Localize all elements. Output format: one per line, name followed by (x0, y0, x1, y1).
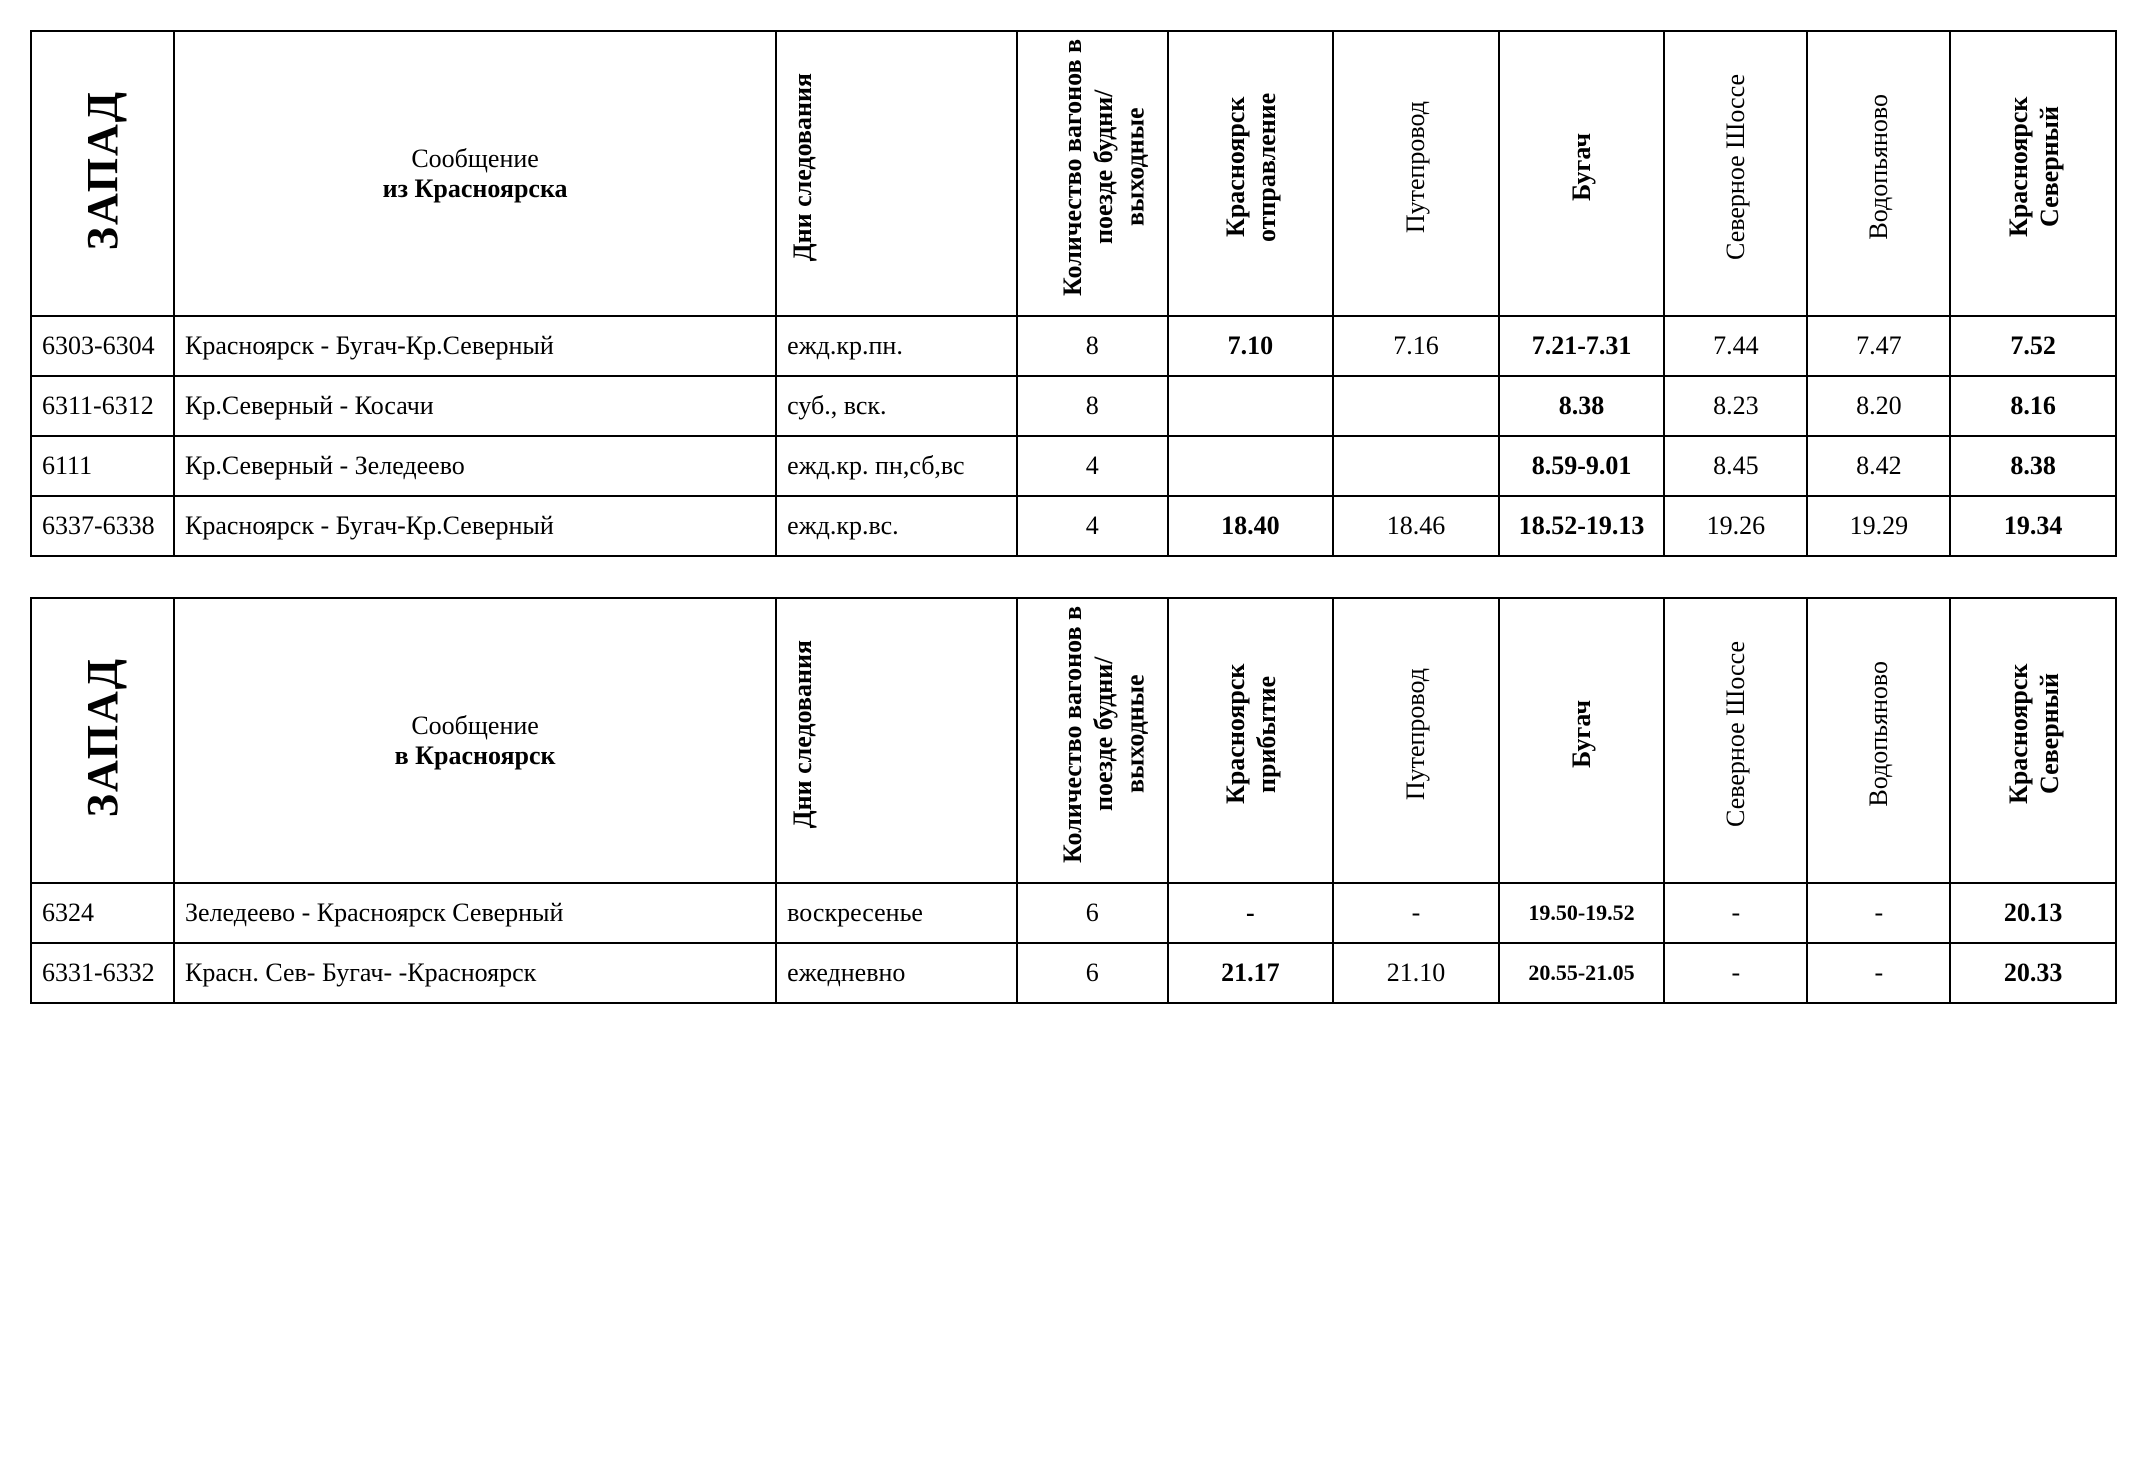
col-days: Дни следования (776, 31, 1017, 316)
table-row: 6324 Зеледеево - Красноярск Северный вос… (31, 883, 2116, 943)
col-days: Дни следования (776, 598, 1017, 883)
time-bugach: 19.50-19.52 (1499, 883, 1665, 943)
time-vodopyanovo: - (1807, 943, 1950, 1003)
time-bugach: 8.59-9.01 (1499, 436, 1665, 496)
direction-label: ЗАПАД (77, 90, 128, 250)
cars: 8 (1017, 376, 1168, 436)
time-puteprovod: 7.16 (1333, 316, 1499, 376)
train-number: 6331-6332 (31, 943, 174, 1003)
route-header-line1: Сообщение (411, 711, 539, 740)
train-number: 6111 (31, 436, 174, 496)
col-bugach: Бугач (1499, 598, 1665, 883)
table-row: 6303-6304 Красноярск - Бугач-Кр.Северный… (31, 316, 2116, 376)
route-name: Зеледеево - Красноярск Северный (174, 883, 776, 943)
time-krasnoyarsk: 18.40 (1168, 496, 1334, 556)
time-kr-severny: 19.34 (1950, 496, 2116, 556)
time-kr-severny: 8.38 (1950, 436, 2116, 496)
days: ежд.кр.вс. (776, 496, 1017, 556)
time-bugach: 8.38 (1499, 376, 1665, 436)
col-bugach: Бугач (1499, 31, 1665, 316)
time-sev-shosse: 8.23 (1664, 376, 1807, 436)
col-krasnoyarsk: Красноярск отправление (1168, 31, 1334, 316)
route-name: Кр.Северный - Зеледеево (174, 436, 776, 496)
time-sev-shosse: - (1664, 883, 1807, 943)
time-krasnoyarsk: 21.17 (1168, 943, 1334, 1003)
col-cars: Количество вагонов в поезде будни/выходн… (1017, 31, 1168, 316)
days: ежд.кр.пн. (776, 316, 1017, 376)
col-puteprovod: Путепровод (1333, 598, 1499, 883)
time-kr-severny: 8.16 (1950, 376, 2116, 436)
schedule-table-inbound: ЗАПАД Сообщение в Красноярск Дни следова… (30, 597, 2117, 1004)
cars: 8 (1017, 316, 1168, 376)
col-puteprovod: Путепровод (1333, 31, 1499, 316)
time-sev-shosse: 7.44 (1664, 316, 1807, 376)
route-header-line1: Сообщение (411, 144, 539, 173)
col-kr-severny: Красноярск Северный (1950, 31, 2116, 316)
time-bugach: 7.21-7.31 (1499, 316, 1665, 376)
col-sev-shosse: Северное Шоссе (1664, 31, 1807, 316)
table-row: 6337-6338 Красноярск - Бугач-Кр.Северный… (31, 496, 2116, 556)
time-kr-severny: 20.13 (1950, 883, 2116, 943)
train-number: 6311-6312 (31, 376, 174, 436)
days: суб., вск. (776, 376, 1017, 436)
route-name: Красн. Сев- Бугач- -Красноярск (174, 943, 776, 1003)
days: ежедневно (776, 943, 1017, 1003)
col-kr-severny: Красноярск Северный (1950, 598, 2116, 883)
col-sev-shosse: Северное Шоссе (1664, 598, 1807, 883)
route-header: Сообщение из Красноярска (174, 31, 776, 316)
time-puteprovod (1333, 436, 1499, 496)
route-name: Красноярск - Бугач-Кр.Северный (174, 496, 776, 556)
route-header-line2: из Красноярска (383, 174, 568, 203)
col-cars: Количество вагонов в поезде будни/выходн… (1017, 598, 1168, 883)
route-name: Красноярск - Бугач-Кр.Северный (174, 316, 776, 376)
time-krasnoyarsk (1168, 376, 1334, 436)
time-kr-severny: 20.33 (1950, 943, 2116, 1003)
table-row: 6111 Кр.Северный - Зеледеево ежд.кр. пн,… (31, 436, 2116, 496)
time-puteprovod: 21.10 (1333, 943, 1499, 1003)
days: ежд.кр. пн,сб,вс (776, 436, 1017, 496)
time-puteprovod: - (1333, 883, 1499, 943)
route-name: Кр.Северный - Косачи (174, 376, 776, 436)
train-number: 6303-6304 (31, 316, 174, 376)
table-row: 6331-6332 Красн. Сев- Бугач- -Красноярск… (31, 943, 2116, 1003)
time-krasnoyarsk: 7.10 (1168, 316, 1334, 376)
cars: 6 (1017, 943, 1168, 1003)
cars: 4 (1017, 496, 1168, 556)
time-bugach: 18.52-19.13 (1499, 496, 1665, 556)
direction-label: ЗАПАД (77, 657, 128, 817)
time-vodopyanovo: 8.42 (1807, 436, 1950, 496)
time-vodopyanovo: 7.47 (1807, 316, 1950, 376)
direction-cell: ЗАПАД (31, 31, 174, 316)
route-header-line2: в Красноярск (395, 741, 556, 770)
time-vodopyanovo: 8.20 (1807, 376, 1950, 436)
cars: 4 (1017, 436, 1168, 496)
col-krasnoyarsk: Красноярск прибытие (1168, 598, 1334, 883)
time-kr-severny: 7.52 (1950, 316, 2116, 376)
time-sev-shosse: 19.26 (1664, 496, 1807, 556)
time-sev-shosse: - (1664, 943, 1807, 1003)
table-row: 6311-6312 Кр.Северный - Косачи суб., вск… (31, 376, 2116, 436)
route-header: Сообщение в Красноярск (174, 598, 776, 883)
direction-cell: ЗАПАД (31, 598, 174, 883)
col-vodopyanovo: Водопьяново (1807, 598, 1950, 883)
time-puteprovod: 18.46 (1333, 496, 1499, 556)
time-sev-shosse: 8.45 (1664, 436, 1807, 496)
time-bugach: 20.55-21.05 (1499, 943, 1665, 1003)
time-vodopyanovo: - (1807, 883, 1950, 943)
train-number: 6337-6338 (31, 496, 174, 556)
train-number: 6324 (31, 883, 174, 943)
time-vodopyanovo: 19.29 (1807, 496, 1950, 556)
col-vodopyanovo: Водопьяново (1807, 31, 1950, 316)
time-krasnoyarsk: - (1168, 883, 1334, 943)
days: воскресенье (776, 883, 1017, 943)
time-krasnoyarsk (1168, 436, 1334, 496)
schedule-table-outbound: ЗАПАД Сообщение из Красноярска Дни следо… (30, 30, 2117, 557)
header-row: ЗАПАД Сообщение в Красноярск Дни следова… (31, 598, 2116, 883)
header-row: ЗАПАД Сообщение из Красноярска Дни следо… (31, 31, 2116, 316)
cars: 6 (1017, 883, 1168, 943)
time-puteprovod (1333, 376, 1499, 436)
